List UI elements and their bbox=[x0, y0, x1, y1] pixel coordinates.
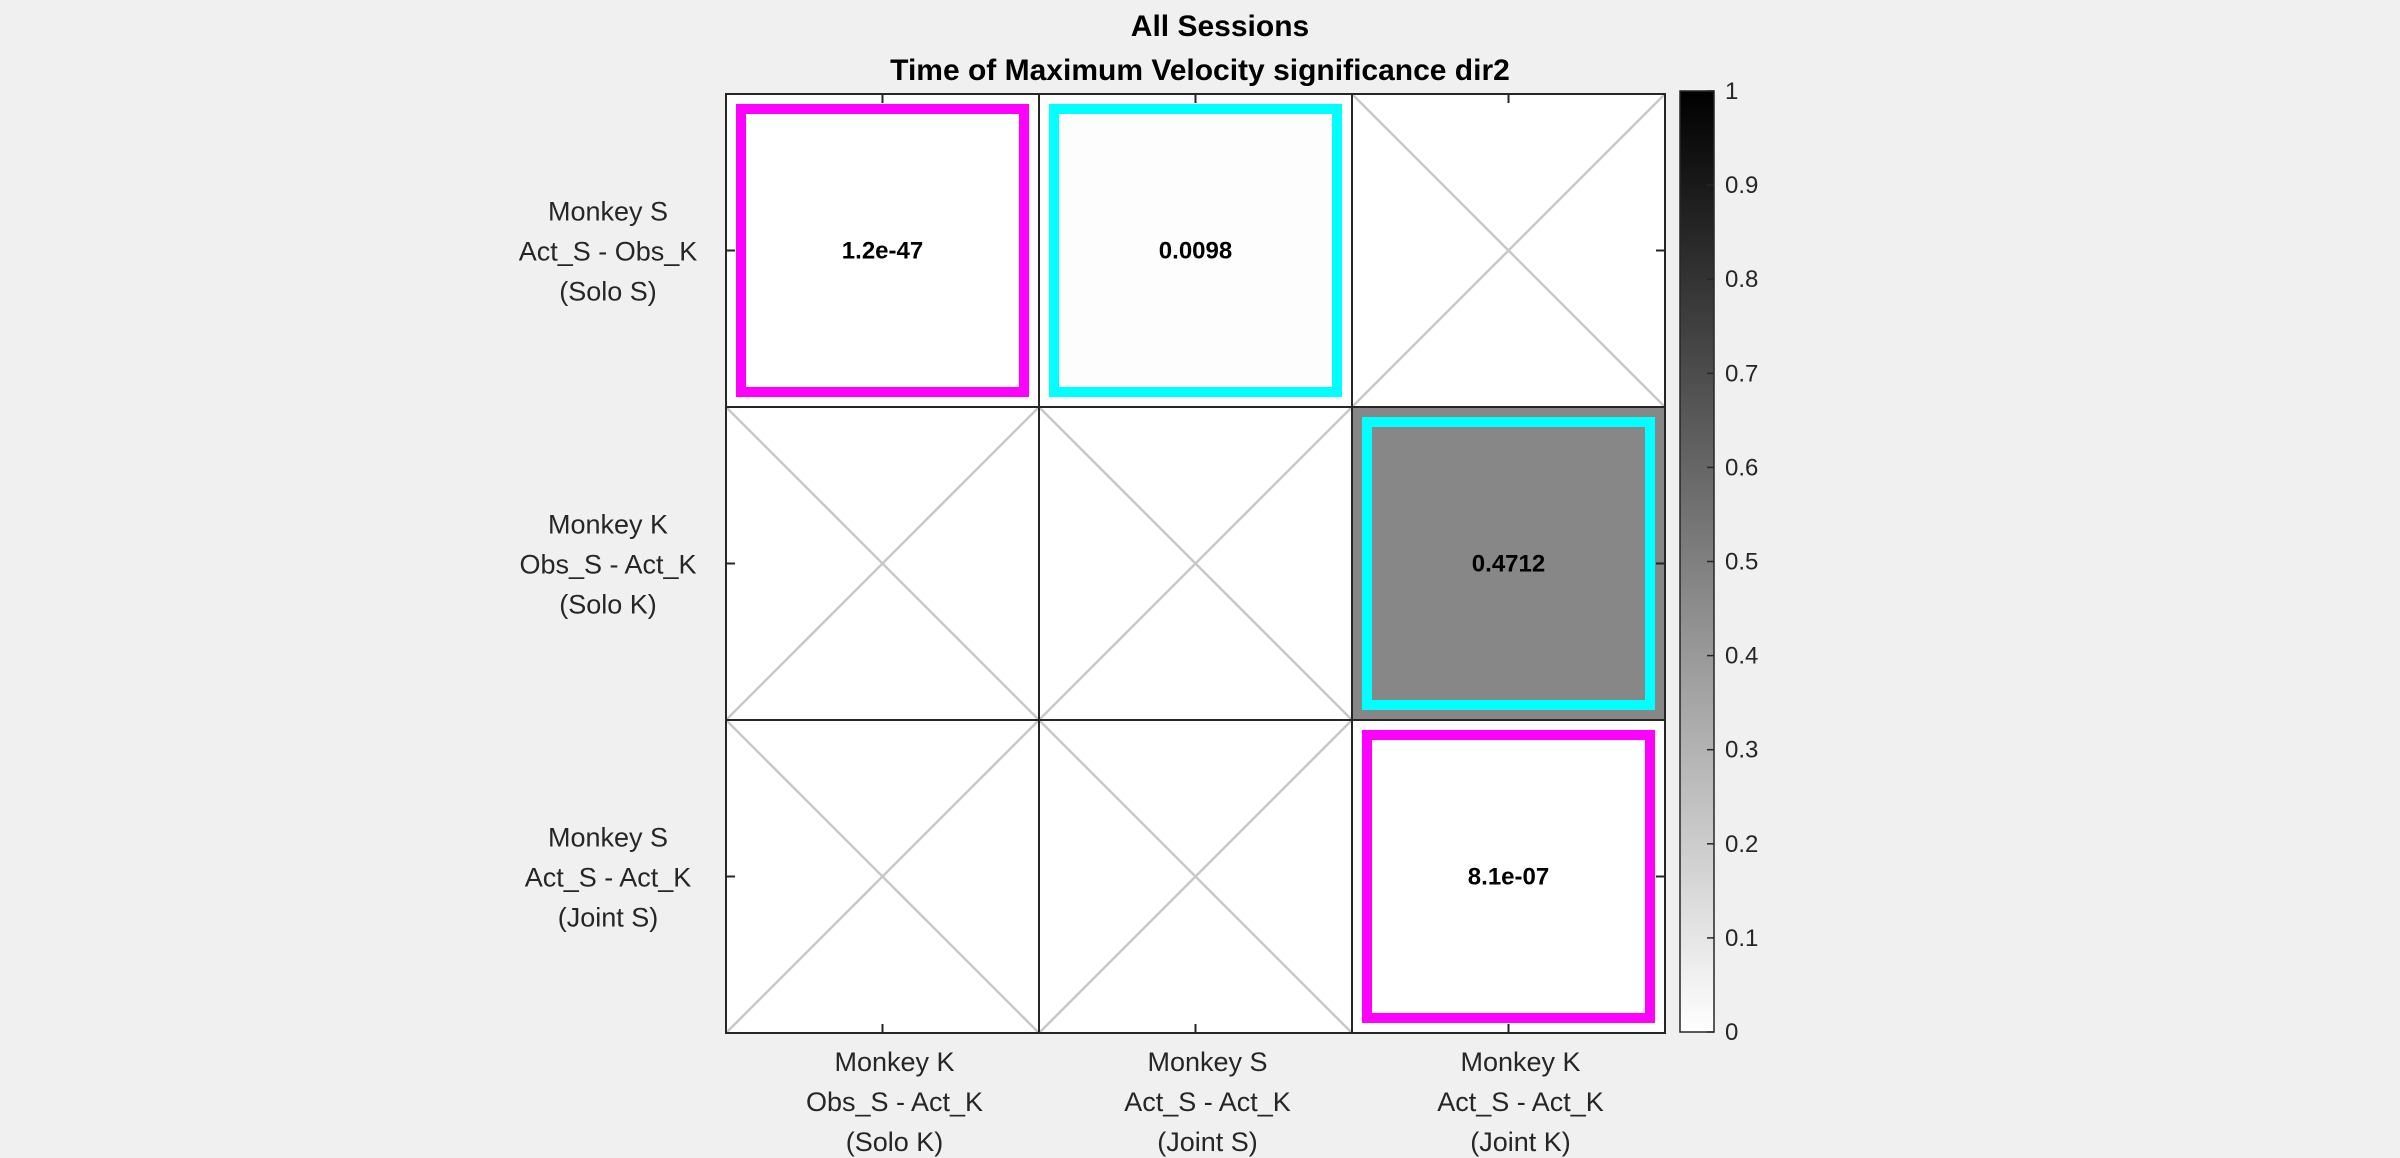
chart-title-line-2: Time of Maximum Velocity significance di… bbox=[890, 54, 1510, 87]
colorbar-tick-label: 0.1 bbox=[1725, 925, 1758, 952]
plot-area: 1.2e-47 0.0098 0.4712 8.1e-07 Monkey K Obs_S … bbox=[519, 93, 1666, 1157]
colorbar-tick-label: 0.7 bbox=[1725, 360, 1758, 387]
x-tick-label-line: Act_S - Act_K bbox=[1124, 1087, 1291, 1117]
y-tick-label: Monkey K Obs_S - Act_K (Solo K) bbox=[519, 510, 696, 620]
colorbar: 0 0.1 0.2 0.3 0.4 0.5 0.6 0.7 0.8 0.9 1 bbox=[1679, 78, 1758, 1046]
significance-outline bbox=[736, 104, 1029, 397]
empty-cell-cross-line bbox=[725, 406, 1040, 721]
empty-cell-cross-line bbox=[1038, 406, 1353, 721]
x-tick-label-line: Monkey S bbox=[1147, 1047, 1267, 1077]
x-tick-label-line: (Joint K) bbox=[1470, 1127, 1571, 1157]
significance-outline bbox=[1049, 104, 1342, 397]
colorbar-tick-label: 0.4 bbox=[1725, 643, 1758, 670]
empty-cell-cross-line bbox=[725, 719, 1040, 1034]
y-tick-label-line: (Solo S) bbox=[559, 277, 657, 307]
x-tick-label: Monkey K Obs_S - Act_K (Solo K) bbox=[806, 1047, 983, 1157]
y-tick-label-line: Obs_S - Act_K bbox=[519, 550, 696, 580]
significance-outline bbox=[1362, 417, 1655, 710]
significance-outline bbox=[1362, 730, 1655, 1023]
colorbar-tick-label: 0.5 bbox=[1725, 549, 1758, 576]
colorbar-tick-label: 0.2 bbox=[1725, 831, 1758, 858]
x-tick-label-line: (Solo K) bbox=[846, 1127, 944, 1157]
y-tick-label-line: (Solo K) bbox=[559, 590, 657, 620]
y-tick-label: Monkey S Act_S - Act_K (Joint S) bbox=[525, 823, 692, 933]
colorbar-tick-label: 0.9 bbox=[1725, 172, 1758, 199]
y-tick-label-line: Act_S - Obs_K bbox=[519, 237, 698, 267]
x-tick-label-line: (Joint S) bbox=[1157, 1127, 1258, 1157]
x-tick-label-line: Monkey K bbox=[1460, 1047, 1580, 1077]
empty-cell-cross-line bbox=[1351, 93, 1666, 408]
colorbar-tick-label: 0 bbox=[1725, 1019, 1738, 1046]
y-tick-label-line: Monkey K bbox=[548, 510, 668, 540]
colorbar-tick-label: 1 bbox=[1725, 78, 1738, 105]
colorbar-tick-label: 0.8 bbox=[1725, 266, 1758, 293]
y-tick-label: Monkey S Act_S - Obs_K (Solo S) bbox=[519, 197, 698, 307]
y-tick-label-line: Monkey S bbox=[548, 823, 668, 853]
y-tick-label-line: Act_S - Act_K bbox=[525, 863, 692, 893]
y-tick-label-line: (Joint S) bbox=[558, 903, 659, 933]
cell-value-label: 0.4712 bbox=[1472, 551, 1545, 578]
x-tick-label: Monkey S Act_S - Act_K (Joint S) bbox=[1124, 1047, 1291, 1157]
cell-value-label: 1.2e-47 bbox=[842, 238, 923, 265]
colorbar-tick-label: 0.6 bbox=[1725, 454, 1758, 481]
x-tick-label: Monkey K Act_S - Act_K (Joint K) bbox=[1437, 1047, 1604, 1157]
heatmap-cell bbox=[1352, 407, 1665, 720]
chart-title-line-1: All Sessions bbox=[1131, 10, 1309, 43]
heatmap-cell bbox=[726, 94, 1039, 407]
x-tick-label-line: Obs_S - Act_K bbox=[806, 1087, 983, 1117]
heatmap-cell bbox=[1039, 94, 1352, 407]
heatmap-cell bbox=[1352, 720, 1665, 1033]
cell-value-label: 8.1e-07 bbox=[1468, 864, 1549, 891]
x-tick-label-line: Act_S - Act_K bbox=[1437, 1087, 1604, 1117]
y-tick-label-line: Monkey S bbox=[548, 197, 668, 227]
colorbar-tick-label: 0.3 bbox=[1725, 737, 1758, 764]
x-tick-label-line: Monkey K bbox=[834, 1047, 954, 1077]
cell-value-label: 0.0098 bbox=[1159, 238, 1232, 265]
empty-cell-cross-line bbox=[1038, 719, 1353, 1034]
